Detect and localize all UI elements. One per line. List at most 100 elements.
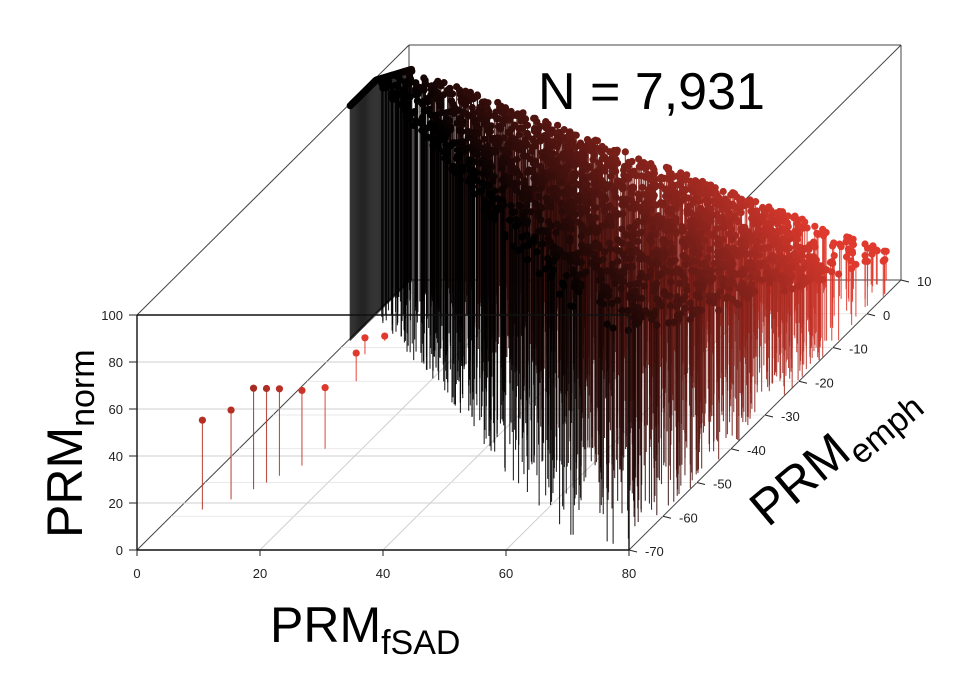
data-point	[641, 165, 650, 173]
tick-labels: 0 20 40 60 80020406080100-70-60-50-40-30-20-…	[101, 274, 931, 581]
data-point	[570, 283, 579, 291]
data-point	[782, 245, 790, 253]
data-point	[434, 138, 442, 147]
svg-text:PRMemph: PRMemph	[739, 367, 931, 543]
data-point	[566, 237, 574, 245]
data-point	[774, 245, 783, 253]
data-point	[625, 241, 633, 249]
data-point	[499, 146, 507, 154]
data-point	[558, 208, 566, 216]
data-point	[514, 145, 522, 153]
data-point	[815, 276, 823, 285]
data-point	[798, 252, 806, 260]
data-point	[681, 242, 689, 251]
data-point	[426, 111, 434, 119]
data-point	[733, 252, 741, 260]
data-point	[626, 204, 634, 212]
data-point	[536, 137, 544, 145]
data-point	[445, 116, 453, 125]
y-tick-label: -20	[815, 375, 834, 390]
y-axis-label-main: PRM	[739, 422, 860, 536]
data-point	[533, 248, 541, 256]
data-point	[592, 229, 600, 237]
data-point	[513, 155, 521, 164]
data-point	[879, 257, 887, 265]
data-point	[569, 270, 577, 278]
data-point	[536, 185, 544, 194]
data-point	[770, 231, 779, 239]
data-point	[198, 416, 206, 424]
data-point	[599, 194, 607, 203]
data-point	[814, 230, 822, 239]
data-point	[611, 279, 619, 288]
data-point	[546, 159, 554, 167]
y-tick-mark	[662, 515, 672, 519]
data-point	[498, 165, 506, 173]
data-point	[786, 278, 794, 286]
z-tick-label: 60	[109, 402, 123, 417]
data-point	[437, 102, 445, 110]
data-point	[470, 190, 478, 198]
data-point	[491, 215, 499, 224]
z-tick-label: 20	[109, 496, 123, 511]
data-point	[662, 291, 670, 299]
data-point	[793, 235, 801, 244]
svg-text:PRMfSAD: PRMfSAD	[270, 597, 460, 662]
data-point	[550, 256, 558, 265]
data-point	[734, 218, 742, 226]
x-tick-label: 40	[376, 566, 390, 581]
z-axis-label: PRMnorm	[37, 349, 102, 538]
data-point	[664, 319, 672, 327]
data-point	[828, 242, 837, 250]
data-point	[706, 245, 714, 253]
data-point	[514, 246, 523, 254]
data-point	[695, 294, 703, 302]
data-point	[518, 194, 526, 202]
data-point	[657, 301, 666, 310]
x-tick-label: 60	[499, 566, 513, 581]
data-point	[622, 231, 630, 239]
data-point	[437, 82, 445, 90]
data-point	[675, 279, 683, 288]
data-point	[621, 148, 629, 156]
data-point	[667, 278, 675, 286]
svg-text:PRMnorm: PRMnorm	[37, 349, 102, 538]
data-point	[683, 286, 691, 294]
data-point	[595, 276, 603, 284]
data-point	[515, 171, 524, 179]
data-point	[451, 169, 459, 177]
z-tick-label: 0	[116, 543, 123, 558]
data-point	[555, 178, 563, 186]
data-point	[713, 240, 721, 248]
data-point	[577, 232, 585, 240]
data-point	[727, 191, 735, 199]
data-point	[681, 261, 689, 269]
data-point	[744, 259, 752, 267]
data-point	[638, 183, 646, 191]
data-points	[198, 65, 890, 544]
data-point	[505, 143, 513, 151]
data-point	[493, 115, 501, 123]
data-point	[747, 207, 755, 216]
data-point	[642, 274, 650, 282]
data-point	[352, 349, 360, 357]
data-point	[718, 205, 726, 213]
data-point	[707, 277, 715, 285]
data-point	[523, 220, 531, 228]
data-point	[549, 266, 557, 274]
data-point	[681, 275, 689, 283]
data-point	[613, 246, 621, 254]
data-point	[713, 252, 722, 261]
data-point	[726, 269, 734, 277]
y-tick-label: -70	[645, 544, 664, 559]
data-point	[599, 300, 607, 308]
data-point	[637, 207, 645, 215]
z-tick-label: 40	[109, 449, 123, 464]
data-point	[673, 303, 681, 311]
data-point	[716, 217, 724, 225]
data-point	[591, 263, 599, 271]
data-point	[719, 187, 727, 196]
data-point	[792, 242, 800, 250]
data-point	[508, 209, 516, 217]
z-axis-label-sub: norm	[64, 349, 102, 426]
